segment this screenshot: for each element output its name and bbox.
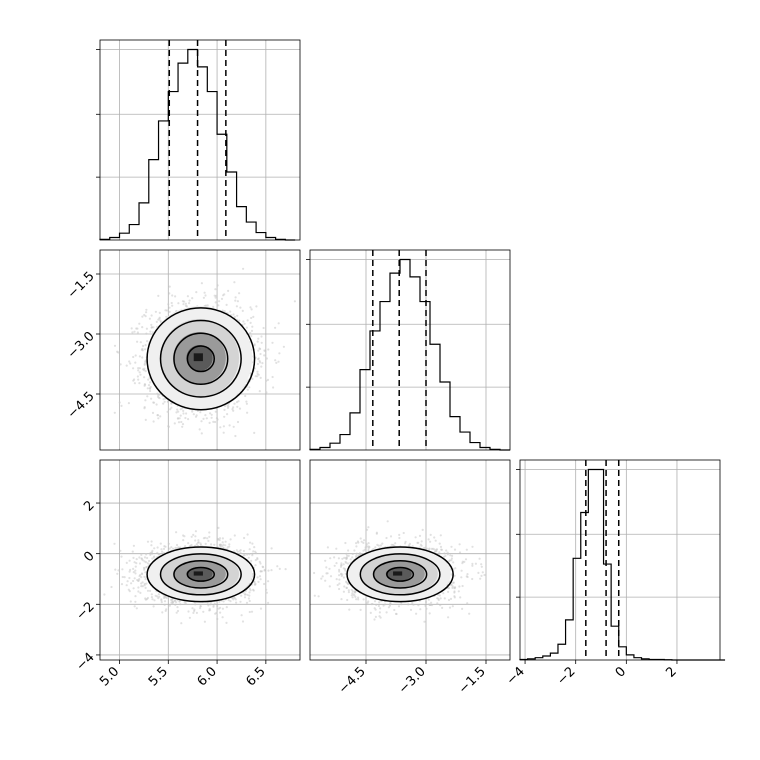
contour-line (159, 319, 242, 398)
histogram-panel-2 (306, 249, 511, 451)
contour-line (372, 559, 428, 589)
x-tick-label: −4 (504, 664, 528, 688)
panel-frame (309, 249, 511, 451)
histogram-step (99, 48, 296, 241)
contour-line (173, 559, 229, 589)
contour-line (359, 553, 441, 596)
density-panel-2 (99, 459, 301, 661)
density-peak (193, 571, 203, 576)
density-peak (193, 353, 203, 362)
x-tick-label: 5.5 (146, 664, 171, 689)
x-tick-label: 6.5 (243, 664, 268, 689)
y-tick-label: −4.5 (65, 389, 98, 422)
y-tick-label: −4 (73, 650, 97, 674)
panel-frame (99, 39, 301, 241)
y-tick-label: 0 (81, 549, 97, 565)
contour-line (186, 566, 216, 582)
y-tick-label: −2 (73, 599, 97, 623)
density-panel-1 (99, 249, 301, 451)
contour-line (346, 546, 454, 603)
histogram-panel-1 (96, 39, 301, 241)
panel-frame (309, 459, 511, 661)
density-panel-3 (309, 459, 511, 661)
x-tick-label: 6.0 (195, 664, 220, 689)
x-tick-label: 0 (613, 664, 629, 680)
histogram-panel-3 (516, 459, 726, 661)
contour-line (173, 332, 229, 386)
x-tick-label: 5.0 (97, 664, 122, 689)
x-tick-label: −2 (554, 664, 578, 688)
y-tick-label: −3.0 (65, 329, 98, 362)
panel-frame (99, 249, 301, 451)
x-tick-label: 2 (663, 664, 679, 680)
y-tick-label: −1.5 (65, 269, 98, 302)
panel-frame (99, 459, 301, 661)
histogram-step (309, 258, 510, 451)
histogram-step (519, 468, 726, 661)
x-tick-label: −1.5 (456, 664, 489, 697)
contour-line (146, 546, 256, 603)
contour-line (159, 553, 242, 596)
panel-frame (519, 459, 721, 661)
x-tick-label: −4.5 (336, 664, 369, 697)
y-tick-label: 2 (81, 498, 97, 514)
contour-line (146, 307, 256, 411)
contour-line (186, 345, 216, 373)
x-tick-label: −3.0 (396, 664, 429, 697)
density-peak (393, 571, 403, 576)
contour-line (386, 566, 415, 582)
